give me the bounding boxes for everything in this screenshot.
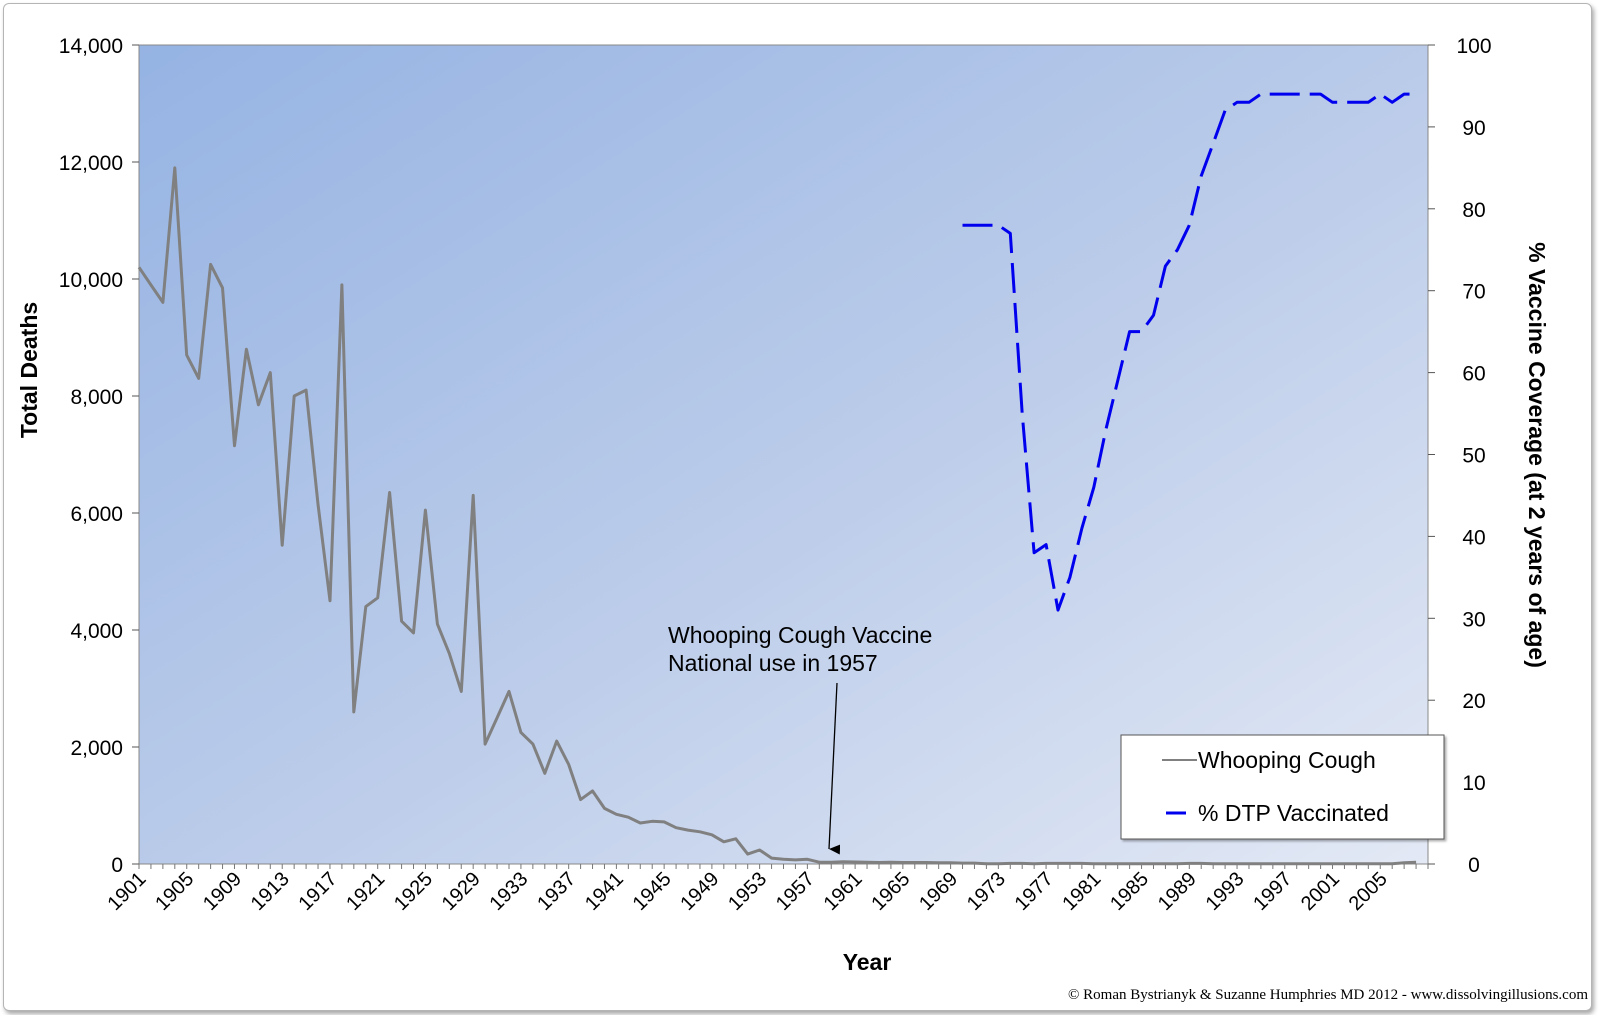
annotation-arrow (828, 682, 841, 855)
legend: Whooping Cough % DTP Vaccinated (1120, 734, 1445, 840)
x-tick-label: 1973 (963, 868, 1010, 915)
y2-tick-label: 100 (1456, 35, 1491, 58)
x-tick-label: 1905 (151, 868, 198, 915)
y2-tick-label: 30 (1462, 608, 1485, 631)
y2-tick-label: 10 (1462, 772, 1485, 795)
legend-label-whooping-cough: Whooping Cough (1198, 747, 1376, 773)
y-tick-label: 2,000 (70, 737, 123, 760)
y2-tick-label: 80 (1462, 199, 1485, 222)
legend-label-dtp: % DTP Vaccinated (1198, 800, 1389, 826)
legend-box (1120, 734, 1445, 840)
x-tick-label: 1925 (390, 868, 437, 915)
y-tick-label: 4,000 (70, 620, 123, 643)
x-tick-label: 1977 (1011, 868, 1058, 915)
x-tick-label: 1969 (915, 868, 962, 915)
y2-tick-label: 70 (1462, 281, 1485, 304)
x-tick-label: 1993 (1202, 868, 1249, 915)
x-tick-label: 1913 (247, 868, 294, 915)
x-tick-label: 1981 (1058, 868, 1105, 915)
x-tick-label: 1965 (867, 868, 914, 915)
x-tick-label: 1937 (533, 868, 580, 915)
x-tick-label: 1933 (485, 868, 532, 915)
y-axis-title: Total Deaths (16, 302, 42, 438)
x-tick-label: 1957 (772, 868, 819, 915)
y-tick-label: 10,000 (59, 269, 123, 292)
y-tick-label: 6,000 (70, 503, 123, 526)
annotation-line-2: National use in 1957 (668, 650, 878, 676)
x-tick-label: 1949 (676, 868, 723, 915)
y-tick-label: 12,000 (59, 152, 123, 175)
y-tick-label: 8,000 (70, 386, 123, 409)
whooping-cough-line (137, 166, 1417, 866)
x-axis-title: Year (843, 949, 892, 975)
x-tick-label: 1989 (1154, 868, 1201, 915)
x-tick-label: 1917 (294, 868, 341, 915)
x-tick-label: 1985 (1106, 868, 1153, 915)
x-tick-label: 1997 (1249, 868, 1296, 915)
series-layer (137, 92, 1417, 866)
y2-tick-label: 40 (1462, 526, 1485, 549)
x-tick-label: 1921 (342, 868, 389, 915)
y2-tick-label: 50 (1462, 445, 1485, 468)
annotation-line-1: Whooping Cough Vaccine (668, 622, 932, 648)
x-tick-label: 1941 (581, 868, 628, 915)
x-tick-label: 1929 (438, 868, 485, 915)
y-tick-label: 0 (111, 854, 123, 877)
dtp-vaccinated-line (962, 92, 1417, 612)
plot-area (138, 44, 1429, 865)
y-tick-label: 14,000 (59, 35, 123, 58)
y2-tick-label: 60 (1462, 363, 1485, 386)
x-tick-label: 1909 (199, 868, 246, 915)
y2-tick-label: 20 (1462, 690, 1485, 713)
copyright: © Roman Bystrianyk & Suzanne Humphries M… (1068, 987, 1588, 1003)
x-tick-label: 2001 (1297, 868, 1344, 915)
y2-tick-label: 90 (1462, 117, 1485, 140)
x-tick-label: 2005 (1345, 868, 1392, 915)
y2-axis-title: % Vaccine Coverage (at 2 years of age) (1524, 242, 1550, 668)
x-tick-label: 1961 (820, 868, 867, 915)
x-tick-label: 1945 (629, 868, 676, 915)
x-tick-label: 1953 (724, 868, 771, 915)
y2-tick-label: 0 (1468, 854, 1480, 877)
